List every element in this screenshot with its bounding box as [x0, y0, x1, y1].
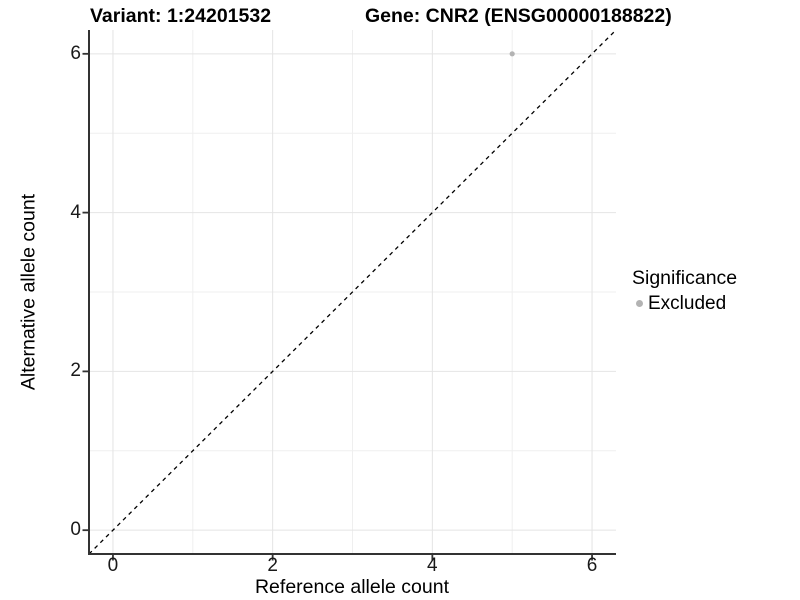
y-tick-label: 2 — [70, 360, 81, 382]
identity-reference-line — [88, 29, 617, 555]
legend-title: Significance — [632, 267, 738, 289]
data-point — [509, 51, 515, 57]
y-tick-label: 6 — [70, 42, 81, 64]
x-tick-label: 4 — [427, 555, 438, 576]
legend-item-label: Excluded — [648, 293, 727, 314]
legend-item-excluded: Excluded — [630, 292, 737, 315]
x-tick-label: 6 — [586, 555, 598, 576]
x-tick-label: 2 — [267, 555, 278, 576]
excluded-point-swatch — [636, 300, 643, 307]
y-tick-label: 4 — [70, 201, 81, 223]
x-tick-label: 0 — [107, 555, 119, 576]
plot-title-gene: Gene: CNR2 (ENSG00000188822) — [365, 5, 672, 27]
plot-title-variant: Variant: 1:24201532 — [90, 5, 272, 27]
x-axis-title: Reference allele count — [254, 576, 450, 598]
legend: Significance Excluded — [630, 267, 737, 315]
y-tick-label: 0 — [70, 519, 81, 541]
y-axis-title: Alternative allele count — [17, 193, 40, 391]
